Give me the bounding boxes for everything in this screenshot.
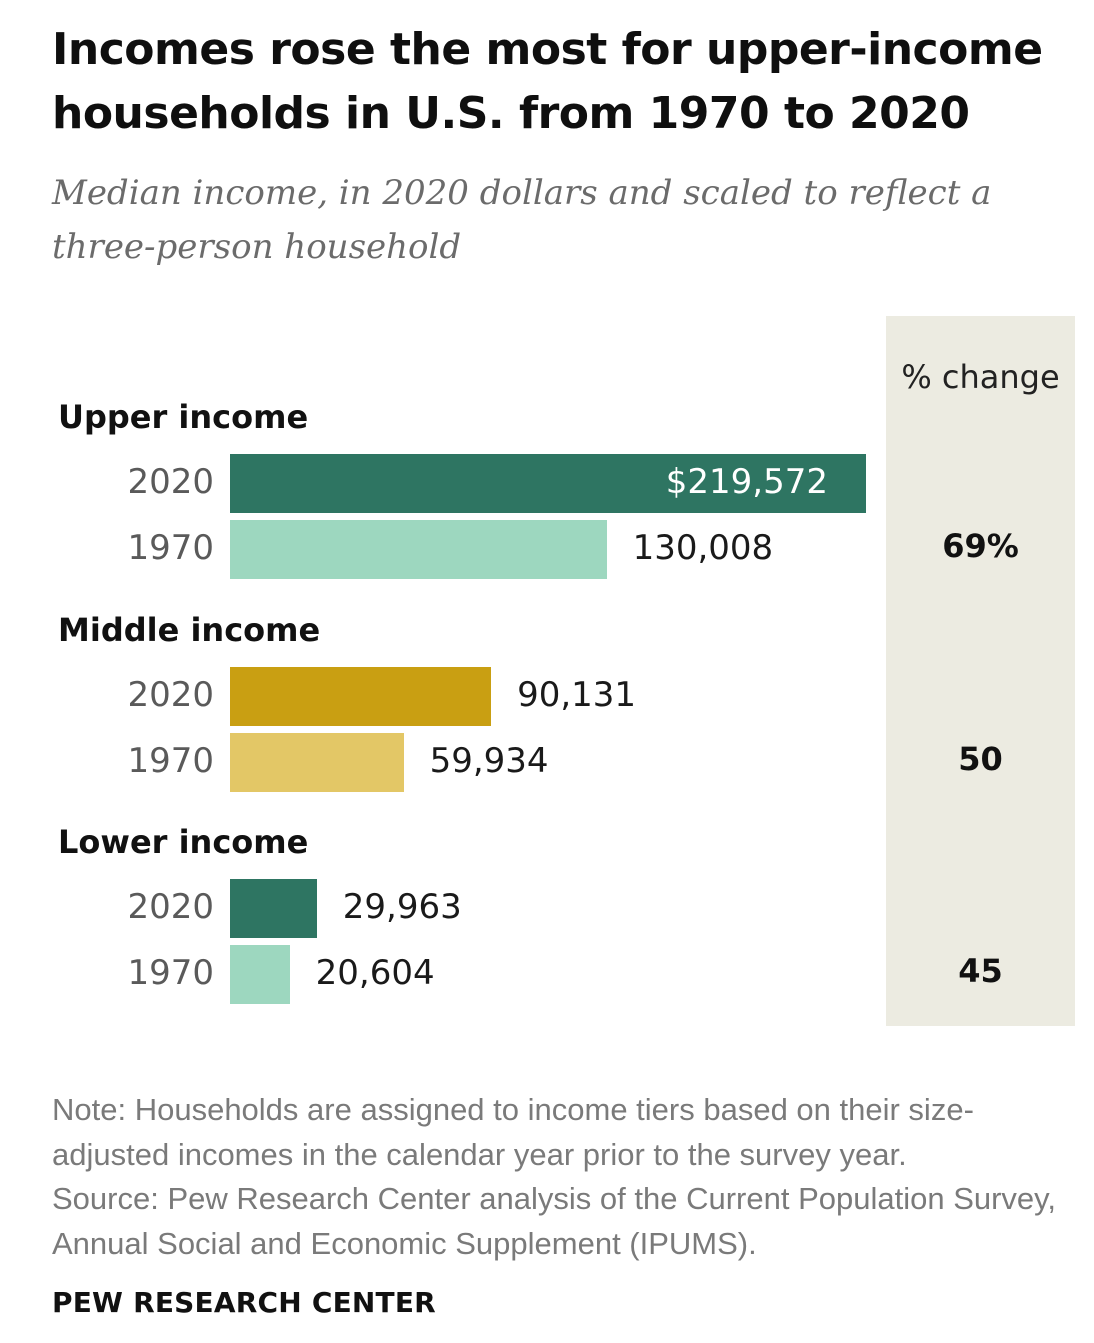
bar xyxy=(230,879,317,938)
bar xyxy=(230,667,492,726)
chart-subtitle: Median income, in 2020 dollars and scale… xyxy=(52,173,992,267)
bar-value-label: 130,008 xyxy=(632,528,774,568)
group-label: Lower income xyxy=(58,823,309,861)
percent-change-panel: % change 69% 50 45 xyxy=(886,316,1075,1026)
chart-note: Note: Households are assigned to income … xyxy=(52,1088,1062,1266)
bar xyxy=(230,945,290,1004)
bar xyxy=(230,454,866,513)
group-label: Middle income xyxy=(58,611,321,649)
bar-value-label: 20,604 xyxy=(315,953,435,993)
bar-value-label: $219,572 xyxy=(665,462,828,502)
bar xyxy=(230,733,404,792)
year-label: 2020 xyxy=(127,462,214,502)
year-label: 1970 xyxy=(127,741,214,781)
bar-value-label: 29,963 xyxy=(342,887,462,927)
percent-change-value: 69% xyxy=(942,526,1019,565)
source-text: Source: Pew Research Center analysis of … xyxy=(52,1181,1056,1261)
bar xyxy=(230,520,607,579)
bar-value-label: 59,934 xyxy=(429,741,549,781)
percent-change-header: % change xyxy=(901,358,1060,396)
year-label: 2020 xyxy=(127,887,214,927)
brand-logo-text: PEW RESEARCH CENTER xyxy=(52,1286,436,1319)
percent-change-value: 50 xyxy=(958,739,1003,778)
year-label: 1970 xyxy=(127,953,214,993)
group-label: Upper income xyxy=(58,398,309,436)
year-label: 1970 xyxy=(127,528,214,568)
note-text: Note: Households are assigned to income … xyxy=(52,1092,974,1172)
chart-title: Incomes rose the most for upper-income h… xyxy=(52,24,1043,139)
bar-value-label: 90,131 xyxy=(517,675,637,715)
year-label: 2020 xyxy=(127,675,214,715)
percent-change-value: 45 xyxy=(958,951,1003,990)
